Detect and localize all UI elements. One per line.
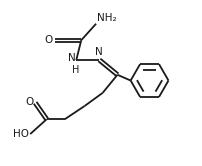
- Text: N: N: [96, 47, 103, 57]
- Text: NH₂: NH₂: [97, 13, 117, 23]
- Text: HO: HO: [13, 129, 29, 139]
- Text: O: O: [44, 35, 53, 45]
- Text: H: H: [72, 65, 79, 75]
- Text: N: N: [68, 53, 76, 63]
- Text: O: O: [25, 97, 34, 107]
